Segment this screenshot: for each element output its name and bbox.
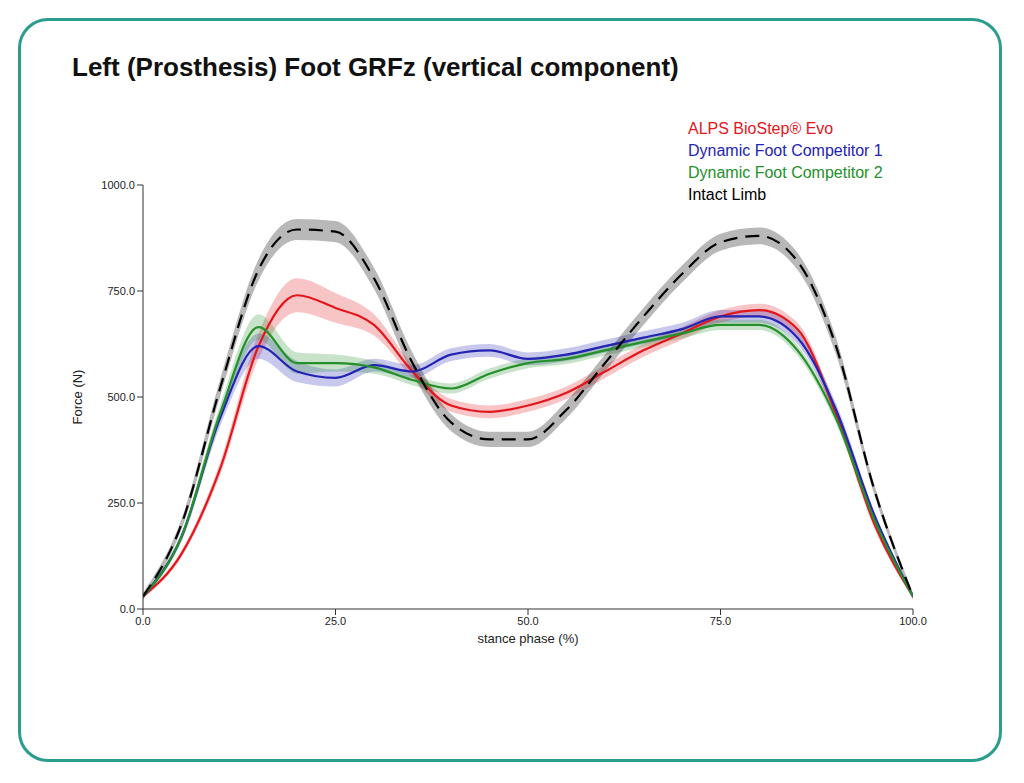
svg-text:750.0: 750.0 bbox=[107, 285, 135, 297]
svg-text:stance phase (%): stance phase (%) bbox=[477, 631, 578, 646]
svg-text:Force (N): Force (N) bbox=[70, 370, 85, 425]
svg-text:500.0: 500.0 bbox=[107, 391, 135, 403]
html-text:Intact Limb: Intact Limb bbox=[688, 186, 767, 203]
html-text:ALPS BioStep® Evo: ALPS BioStep® Evo bbox=[688, 120, 834, 137]
svg-text:1000.0: 1000.0 bbox=[101, 179, 135, 191]
html-text:Left (Prosthesis) Foot GRFz (v: Left (Prosthesis) Foot GRFz (vertical co… bbox=[72, 52, 679, 82]
html-text:Dynamic Foot Competitor 1: Dynamic Foot Competitor 1 bbox=[688, 142, 883, 159]
svg-text:25.0: 25.0 bbox=[325, 615, 346, 627]
svg-text:0.0: 0.0 bbox=[135, 615, 150, 627]
svg-text:250.0: 250.0 bbox=[107, 497, 135, 509]
svg-text:100.0: 100.0 bbox=[899, 615, 927, 627]
html-text:Dynamic Foot Competitor 2: Dynamic Foot Competitor 2 bbox=[688, 164, 883, 181]
svg-text:0.0: 0.0 bbox=[120, 603, 135, 615]
svg-text:75.0: 75.0 bbox=[710, 615, 731, 627]
svg-text:50.0: 50.0 bbox=[517, 615, 538, 627]
